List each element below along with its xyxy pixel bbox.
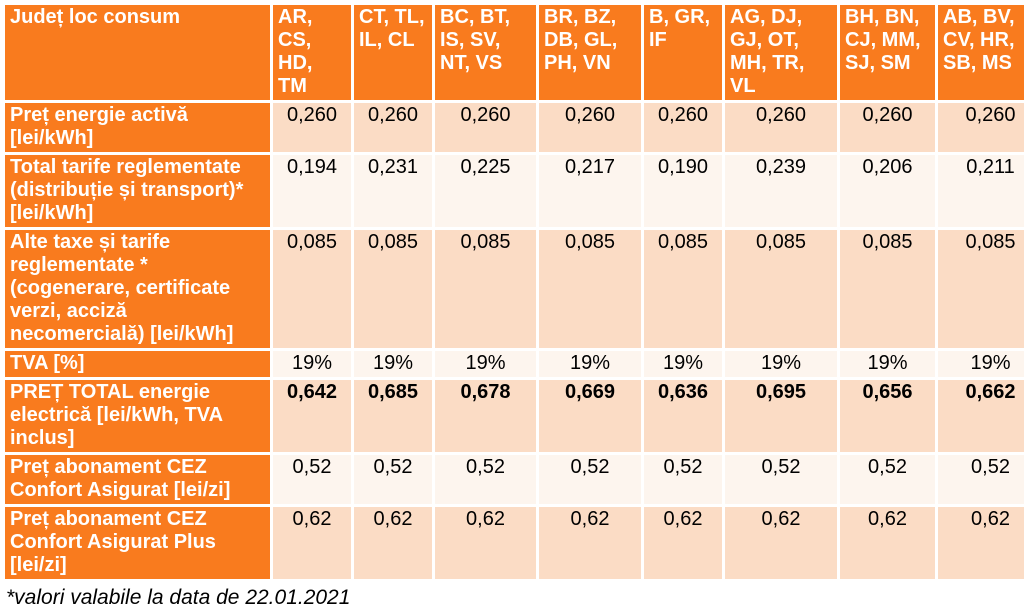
value-cell: 19% (938, 351, 1024, 377)
value-cell: 0,260 (273, 103, 351, 152)
row-label: Preț abonament CEZ Confort Asigurat [lei… (5, 455, 270, 504)
header-cell-county-group: CT, TL, IL, CL (354, 5, 432, 100)
value-cell: 0,260 (435, 103, 536, 152)
value-cell: 0,62 (644, 507, 722, 579)
value-cell: 0,217 (539, 155, 641, 227)
value-cell: 0,260 (938, 103, 1024, 152)
value-cell: 19% (435, 351, 536, 377)
value-cell: 0,260 (539, 103, 641, 152)
row-label: Preț abonament CEZ Confort Asigurat Plus… (5, 507, 270, 579)
row-label: Alte taxe și tarife reglementate * (coge… (5, 230, 270, 348)
value-cell: 0,62 (840, 507, 935, 579)
value-cell: 0,636 (644, 380, 722, 452)
value-cell: 0,52 (938, 455, 1024, 504)
value-cell: 0,52 (725, 455, 837, 504)
header-cell-county-group: B, GR, IF (644, 5, 722, 100)
header-row: Județ loc consum AR, CS, HD, TM CT, TL, … (5, 5, 1024, 100)
header-cell-county-group: AR, CS, HD, TM (273, 5, 351, 100)
value-cell: 0,085 (644, 230, 722, 348)
table-row: Alte taxe și tarife reglementate * (coge… (5, 230, 1024, 348)
value-cell: 0,52 (539, 455, 641, 504)
value-cell: 0,260 (644, 103, 722, 152)
header-cell-county-group: BH, BN, CJ, MM, SJ, SM (840, 5, 935, 100)
value-cell: 0,085 (539, 230, 641, 348)
value-cell: 19% (840, 351, 935, 377)
value-cell: 0,52 (435, 455, 536, 504)
value-cell: 0,206 (840, 155, 935, 227)
row-label: PREȚ TOTAL energie electrică [lei/kWh, T… (5, 380, 270, 452)
value-cell: 0,62 (938, 507, 1024, 579)
value-cell: 0,231 (354, 155, 432, 227)
table-row: Total tarife reglementate (distribuție ș… (5, 155, 1024, 227)
value-cell: 0,695 (725, 380, 837, 452)
table-row: PREȚ TOTAL energie electrică [lei/kWh, T… (5, 380, 1024, 452)
value-cell: 19% (644, 351, 722, 377)
value-cell: 0,085 (435, 230, 536, 348)
value-cell: 19% (539, 351, 641, 377)
row-label: Preț energie activă [lei/kWh] (5, 103, 270, 152)
value-cell: 0,52 (273, 455, 351, 504)
value-cell: 0,260 (840, 103, 935, 152)
row-label: Total tarife reglementate (distribuție ș… (5, 155, 270, 227)
value-cell: 0,085 (354, 230, 432, 348)
value-cell: 0,52 (354, 455, 432, 504)
table-row: Preț abonament CEZ Confort Asigurat Plus… (5, 507, 1024, 579)
value-cell: 0,62 (435, 507, 536, 579)
value-cell: 0,52 (840, 455, 935, 504)
value-cell: 0,225 (435, 155, 536, 227)
value-cell: 0,260 (354, 103, 432, 152)
header-cell-county-group: BC, BT, IS, SV, NT, VS (435, 5, 536, 100)
table-row: Preț abonament CEZ Confort Asigurat [lei… (5, 455, 1024, 504)
value-cell: 0,085 (938, 230, 1024, 348)
table-row: TVA [%] 19% 19% 19% 19% 19% 19% 19% 19% (5, 351, 1024, 377)
table-row: Preț energie activă [lei/kWh] 0,260 0,260 0… (5, 103, 1024, 152)
header-cell-county-group: AB, BV, CV, HR, SB, MS (938, 5, 1024, 100)
value-cell: 0,62 (539, 507, 641, 579)
value-cell: 0,656 (840, 380, 935, 452)
value-cell: 0,190 (644, 155, 722, 227)
value-cell: 19% (354, 351, 432, 377)
value-cell: 0,260 (725, 103, 837, 152)
tariff-table: Județ loc consum AR, CS, HD, TM CT, TL, … (2, 2, 1024, 582)
value-cell: 0,085 (840, 230, 935, 348)
value-cell: 0,211 (938, 155, 1024, 227)
footnote-valid-date: *valori valabile la data de 22.01.2021 (6, 586, 351, 609)
value-cell: 0,669 (539, 380, 641, 452)
row-label: TVA [%] (5, 351, 270, 377)
value-cell: 0,62 (354, 507, 432, 579)
value-cell: 19% (725, 351, 837, 377)
value-cell: 0,085 (273, 230, 351, 348)
value-cell: 0,194 (273, 155, 351, 227)
value-cell: 0,662 (938, 380, 1024, 452)
value-cell: 0,52 (644, 455, 722, 504)
value-cell: 19% (273, 351, 351, 377)
header-cell-county-group: AG, DJ, GJ, OT, MH, TR, VL (725, 5, 837, 100)
value-cell: 0,239 (725, 155, 837, 227)
value-cell: 0,642 (273, 380, 351, 452)
table-body: Preț energie activă [lei/kWh] 0,260 0,260 0… (5, 103, 1024, 579)
value-cell: 0,62 (273, 507, 351, 579)
header-cell-county-group: BR, BZ, DB, GL, PH, VN (539, 5, 641, 100)
value-cell: 0,685 (354, 380, 432, 452)
value-cell: 0,678 (435, 380, 536, 452)
header-cell-judet: Județ loc consum (5, 5, 270, 100)
value-cell: 0,62 (725, 507, 837, 579)
value-cell: 0,085 (725, 230, 837, 348)
